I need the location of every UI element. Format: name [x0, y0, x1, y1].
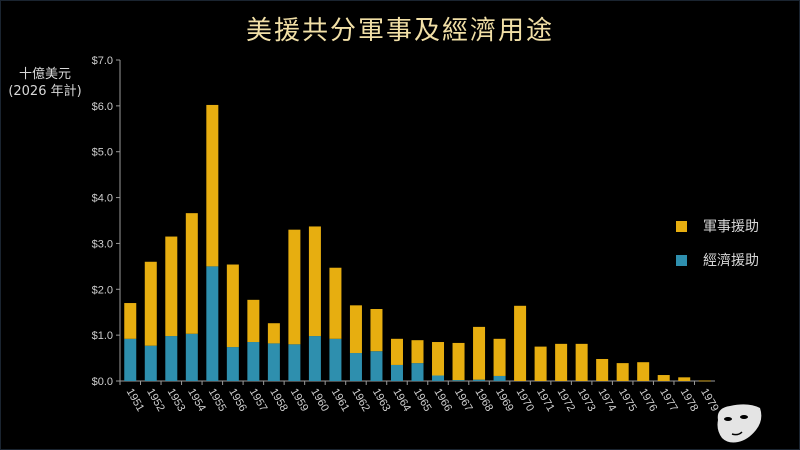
bar-economic — [165, 336, 178, 381]
bar-economic — [226, 347, 239, 381]
bar-economic — [432, 375, 445, 381]
bar-economic — [411, 363, 424, 381]
bar-military — [411, 340, 424, 364]
y-tick-label: $6.0 — [92, 101, 113, 113]
bar-military — [575, 343, 588, 381]
y-tick-label: $3.0 — [92, 238, 113, 250]
bar-military — [637, 362, 650, 381]
bar-military — [288, 229, 301, 345]
bar-military — [124, 303, 137, 339]
bar-military — [370, 309, 383, 352]
bar-military — [349, 305, 362, 354]
bar-military — [267, 323, 280, 344]
y-tick-label: $0.0 — [92, 376, 113, 388]
bar-military — [390, 338, 403, 365]
bar-military — [514, 305, 527, 381]
bar-military — [596, 358, 609, 381]
legend-item-economic: 經濟援助 — [676, 250, 759, 270]
bar-economic — [452, 380, 465, 381]
bar-military — [657, 375, 670, 381]
y-tick-label: $1.0 — [92, 330, 113, 342]
bar-economic — [144, 345, 157, 381]
bar-military — [165, 236, 178, 337]
bar-military — [473, 326, 486, 380]
y-axis-label: 十億美元 (2026 年計) — [4, 66, 86, 100]
bar-military — [555, 343, 568, 381]
bar-economic — [308, 336, 321, 381]
bar-military — [329, 267, 342, 339]
bar-economic — [473, 379, 486, 381]
bar-economic — [329, 338, 342, 381]
bar-economic — [247, 342, 260, 381]
bar-military — [452, 342, 465, 381]
bar-military — [432, 342, 445, 376]
y-tick-label: $4.0 — [92, 193, 113, 205]
y-tick-label: $7.0 — [92, 55, 113, 67]
bar-economic — [206, 266, 219, 381]
bar-economic — [124, 338, 137, 381]
legend-label-economic: 經濟援助 — [703, 253, 759, 269]
bar-military — [616, 363, 629, 381]
bar-military — [226, 264, 239, 348]
legend-item-military: 軍事援助 — [676, 216, 759, 236]
bar-economic — [390, 364, 403, 381]
legend-swatch-military — [676, 220, 687, 232]
bar-economic — [370, 351, 383, 381]
bar-military — [493, 338, 506, 376]
bar-military — [698, 380, 711, 382]
bar-economic — [185, 333, 198, 381]
bar-economic — [349, 353, 362, 381]
bar-economic — [493, 375, 506, 381]
bar-military — [678, 377, 691, 381]
y-axis-label-line2: (2026 年計) — [8, 84, 82, 99]
bar-military — [206, 104, 219, 267]
mask-icon — [717, 404, 762, 443]
y-tick-label: $5.0 — [92, 147, 113, 159]
bar-military — [308, 226, 321, 337]
chart-title: 美援共分軍事及經濟用途 — [245, 16, 554, 46]
y-tick-label: $2.0 — [92, 284, 113, 296]
y-axis-label-line1: 十億美元 — [18, 67, 71, 82]
bar-military — [185, 213, 198, 334]
bar-economic — [267, 343, 280, 381]
bar-military — [534, 346, 547, 381]
legend-swatch-economic — [676, 254, 687, 266]
bar-economic — [288, 344, 301, 381]
bar-military — [144, 261, 157, 346]
bar-military — [247, 299, 260, 343]
legend-label-military: 軍事援助 — [703, 219, 759, 235]
